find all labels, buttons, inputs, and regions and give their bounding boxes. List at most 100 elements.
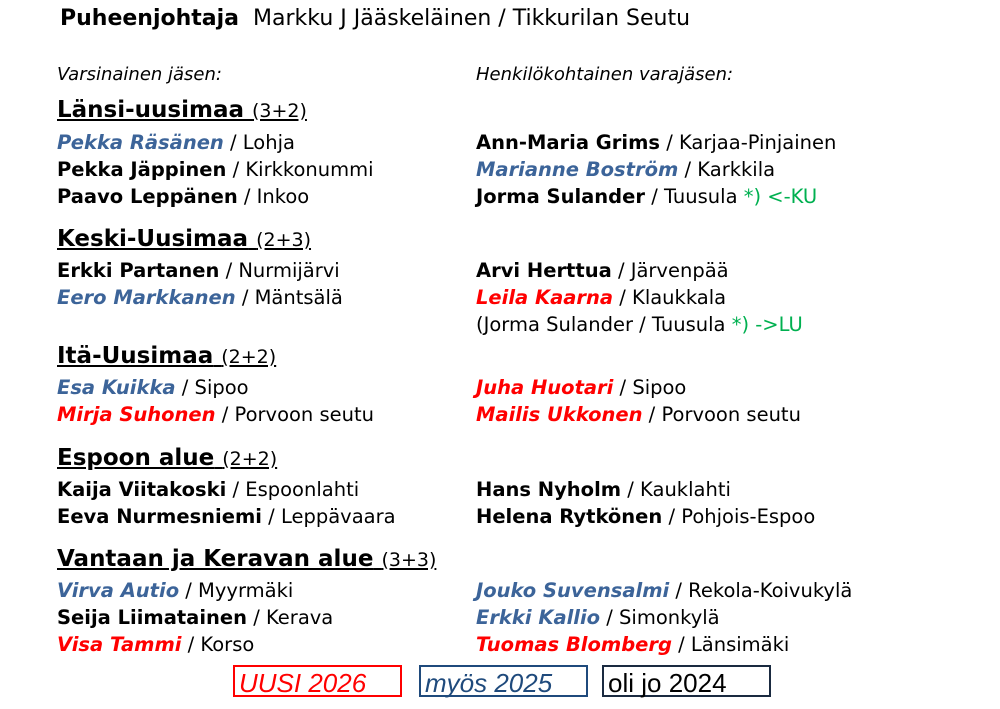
member-name: Seija Liimatainen	[57, 606, 248, 629]
column-header-deputies: Henkilökohtainen varajäsen:	[476, 64, 734, 85]
member-name: Erkki Kallio	[476, 606, 601, 629]
member-row: Visa Tammi / Korso Tuomas Blomberg / Läns…	[57, 631, 957, 658]
section-title: Länsi-uusimaa	[57, 97, 244, 123]
member-place: / Pohjois-Espoo	[662, 505, 816, 528]
section-title: Keski-Uusimaa	[57, 226, 249, 252]
member-row: Eeva Nurmesniemi / Leppävaara Helena Rytk…	[57, 503, 957, 530]
legend-new: UUSI 2026	[233, 665, 402, 698]
member-place: / Tuusula	[645, 185, 744, 208]
member-row: Pekka Räsänen / Lohja Ann-Maria Grims / K…	[57, 129, 957, 156]
member-place: / Lohja	[223, 131, 295, 154]
member-place: / Porvoon seutu	[642, 403, 801, 426]
deputy-member: Marianne Boström / Karkkila	[476, 156, 775, 183]
member-name: Visa Tammi	[57, 633, 182, 656]
member-list: Esa Kuikka / Sipoo Juha Huotari / Sipoo Mi…	[57, 374, 957, 428]
member-name: Pekka Jäppinen	[57, 158, 227, 181]
section-count: (3+3)	[381, 549, 437, 571]
member-name: Arvi Herttua	[476, 259, 612, 282]
member-place: / Simonkylä	[600, 606, 720, 629]
member: Mirja Suhonen / Porvoon seutu	[57, 401, 374, 428]
deputy-member: Helena Rytkönen / Pohjois-Espoo	[476, 503, 815, 530]
member-name: Virva Autio	[57, 579, 180, 602]
deputy-member: (Jorma Sulander / Tuusula *) ->LU	[476, 311, 803, 338]
member-place: / Korso	[181, 633, 255, 656]
member-name: Mirja Suhonen	[57, 403, 216, 426]
member-place: / Kirkkonummi	[226, 158, 374, 181]
legend-old: oli jo 2024	[602, 665, 771, 698]
member-row: Paavo Leppänen / Inkoo Jorma Sulander / T…	[57, 183, 957, 210]
member: Kaija Viitakoski / Espoonlahti	[57, 476, 359, 503]
member-row: (Jorma Sulander / Tuusula *) ->LU	[57, 311, 957, 338]
transfer-note: *) ->LU	[731, 313, 803, 336]
transfer-note: *) <-KU	[743, 185, 818, 208]
member-row: Seija Liimatainen / Kerava Erkki Kallio /…	[57, 604, 957, 631]
deputy-member: Jorma Sulander / Tuusula *) <-KU	[476, 183, 817, 210]
member: Eero Markkanen / Mäntsälä	[57, 284, 343, 311]
member-place: / Karjaa-Pinjainen	[660, 131, 837, 154]
member: Pekka Räsänen / Lohja	[57, 129, 295, 156]
member-name: Pekka Räsänen	[57, 131, 224, 154]
legend-also: myös 2025	[419, 665, 588, 698]
section-count: (3+2)	[252, 100, 307, 122]
section-title: Itä-Uusimaa	[57, 343, 214, 369]
member-place: / Järvenpää	[611, 259, 729, 282]
member-text: (Jorma Sulander / Tuusula	[476, 313, 732, 336]
member-list: Pekka Räsänen / Lohja Ann-Maria Grims / K…	[57, 129, 957, 210]
member-place: / Espoonlahti	[226, 478, 360, 501]
section-heading: Keski-Uusimaa (2+3)	[57, 223, 957, 255]
member-name: Tuomas Blomberg	[476, 633, 672, 656]
member: Pekka Jäppinen / Kirkkonummi	[57, 156, 374, 183]
member-list: Virva Autio / Myyrmäki Jouko Suvensalmi /…	[57, 577, 957, 658]
member-name: Helena Rytkönen	[476, 505, 663, 528]
member-place: / Länsimäki	[671, 633, 790, 656]
chair-name: Markku J Jääskeläinen / Tikkurilan Seutu	[253, 6, 691, 31]
deputy-member: Tuomas Blomberg / Länsimäki	[476, 631, 789, 658]
member: Esa Kuikka / Sipoo	[57, 374, 249, 401]
section: Vantaan ja Keravan alue (3+3) Virva Autio…	[57, 543, 957, 658]
section: Keski-Uusimaa (2+3) Erkki Partanen / Nurm…	[57, 223, 957, 338]
member-name: Erkki Partanen	[57, 259, 220, 282]
section: Länsi-uusimaa (3+2) Pekka Räsänen / Lohja…	[57, 94, 957, 210]
member-name: Kaija Viitakoski	[57, 478, 227, 501]
member-list: Erkki Partanen / Nurmijärvi Arvi Herttua …	[57, 257, 957, 338]
chair-line: Puheenjohtaja Markku J Jääskeläinen / Tik…	[60, 6, 690, 31]
section-heading: Itä-Uusimaa (2+2)	[57, 340, 957, 372]
member-row: Virva Autio / Myyrmäki Jouko Suvensalmi /…	[57, 577, 957, 604]
deputy-member: Leila Kaarna / Klaukkala	[476, 284, 726, 311]
member-row: Pekka Jäppinen / Kirkkonummi Marianne Bos…	[57, 156, 957, 183]
member-place: / Sipoo	[175, 376, 249, 399]
section-title: Espoon alue	[57, 445, 215, 471]
member-name: Jouko Suvensalmi	[476, 579, 670, 602]
member-place: / Nurmijärvi	[219, 259, 340, 282]
chair-label: Puheenjohtaja	[60, 6, 240, 31]
deputy-member: Erkki Kallio / Simonkylä	[476, 604, 720, 631]
member-row: Esa Kuikka / Sipoo Juha Huotari / Sipoo	[57, 374, 957, 401]
member-place: / Rekola-Koivukylä	[669, 579, 853, 602]
column-header-members: Varsinainen jäsen:	[57, 64, 222, 85]
member-row: Kaija Viitakoski / Espoonlahti Hans Nyhol…	[57, 476, 957, 503]
member-name: Eeva Nurmesniemi	[57, 505, 262, 528]
deputy-member: Juha Huotari / Sipoo	[476, 374, 686, 401]
member-place: / Myyrmäki	[179, 579, 294, 602]
deputy-member: Jouko Suvensalmi / Rekola-Koivukylä	[476, 577, 852, 604]
section: Espoon alue (2+2) Kaija Viitakoski / Espo…	[57, 442, 957, 530]
member-name: Esa Kuikka	[57, 376, 176, 399]
deputy-member: Arvi Herttua / Järvenpää	[476, 257, 729, 284]
section-heading: Länsi-uusimaa (3+2)	[57, 94, 957, 126]
member-row: Erkki Partanen / Nurmijärvi Arvi Herttua …	[57, 257, 957, 284]
member-place: / Inkoo	[237, 185, 310, 208]
section-count: (2+2)	[222, 448, 278, 470]
member-name: Juha Huotari	[476, 376, 614, 399]
member: Erkki Partanen / Nurmijärvi	[57, 257, 340, 284]
member: Visa Tammi / Korso	[57, 631, 254, 658]
member-row: Eero Markkanen / Mäntsälä Leila Kaarna / …	[57, 284, 957, 311]
member-name: Leila Kaarna	[476, 286, 614, 309]
member-row: Mirja Suhonen / Porvoon seutu Mailis Ukko…	[57, 401, 957, 428]
member-place: / Karkkila	[678, 158, 776, 181]
member-place: / Kauklahti	[621, 478, 731, 501]
member-place: / Porvoon seutu	[215, 403, 375, 426]
deputy-member: Hans Nyholm / Kauklahti	[476, 476, 731, 503]
member: Paavo Leppänen / Inkoo	[57, 183, 309, 210]
member-place: / Kerava	[247, 606, 334, 629]
deputy-member: Mailis Ukkonen / Porvoon seutu	[476, 401, 801, 428]
